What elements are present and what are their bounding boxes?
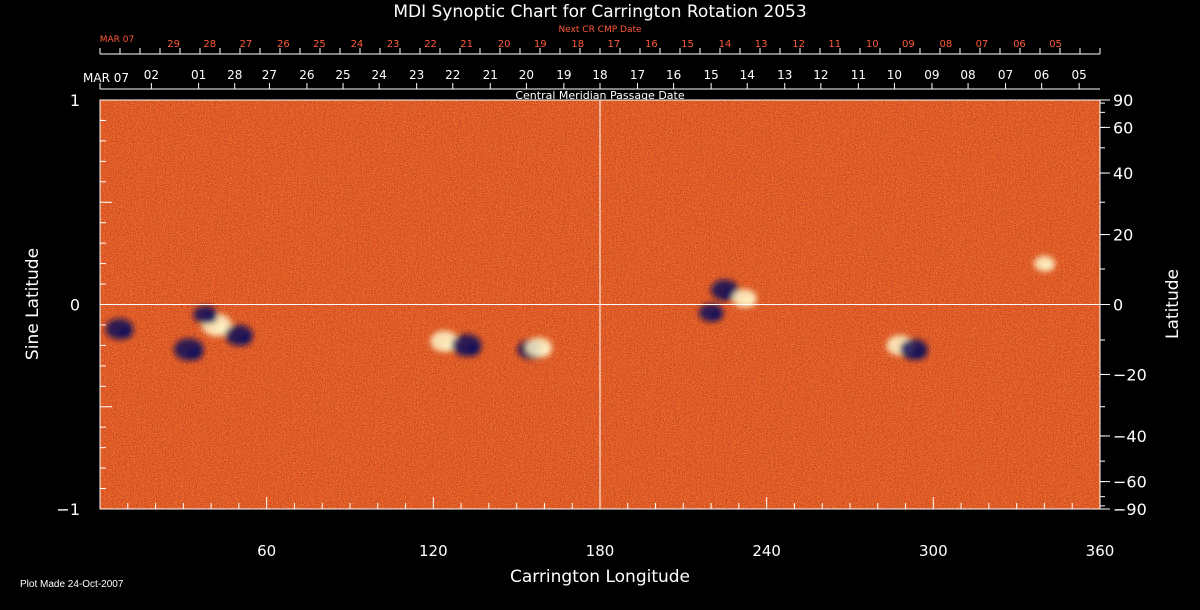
cmp-date-label: 13 — [777, 68, 792, 82]
cmp-date-label: 07 — [998, 68, 1013, 82]
active-region-fragment — [1043, 262, 1054, 271]
cmp-date-label: MAR 07 — [83, 71, 129, 85]
next-cmp-date-label: 19 — [534, 39, 547, 50]
y-tick-label-left: 1 — [70, 91, 80, 110]
y-axis-label-left: Sine Latitude — [23, 248, 43, 360]
active-region-fragment — [465, 343, 481, 356]
cmp-date-label: 15 — [703, 68, 718, 82]
active-region-fragment — [743, 297, 756, 307]
active-region-fragment — [237, 333, 252, 346]
y-tick-label-right: 0 — [1113, 296, 1123, 315]
cmp-date-label: 21 — [483, 68, 498, 82]
y-tick-label-right: −60 — [1113, 473, 1147, 492]
next-cmp-date-label: 09 — [902, 39, 915, 50]
cmp-date-label: 16 — [666, 68, 681, 82]
chart-title: MDI Synoptic Chart for Carrington Rotati… — [393, 2, 806, 22]
x-tick-label: 120 — [419, 542, 448, 560]
active-regions — [105, 255, 1055, 361]
cmp-date-label: 06 — [1034, 68, 1049, 82]
cmp-date-label: 11 — [851, 68, 866, 82]
next-cmp-date-label: 06 — [1013, 39, 1026, 50]
cmp-date-label: 26 — [299, 68, 314, 82]
cmp-date-label: 08 — [960, 68, 975, 82]
next-cmp-date-label: 18 — [571, 39, 584, 50]
active-region-fragment — [709, 311, 723, 322]
cmp-date-label: 20 — [519, 68, 534, 82]
next-cmp-date-label: 15 — [681, 39, 694, 50]
x-tick-label: 60 — [257, 542, 276, 560]
y-tick-label-right: −40 — [1113, 427, 1147, 446]
next-cmp-date-label: 13 — [755, 39, 768, 50]
y-tick-label-right: 40 — [1113, 164, 1133, 183]
cmp-date-label: 27 — [262, 68, 277, 82]
next-cmp-date-label: 11 — [828, 39, 841, 50]
y-tick-label-right: 60 — [1113, 118, 1133, 137]
next-cmp-axis-label: Next CR CMP Date — [558, 25, 642, 35]
next-cmp-date-label: 29 — [167, 39, 180, 50]
active-region-fragment — [537, 346, 551, 357]
cmp-date-label: 18 — [592, 68, 607, 82]
cmp-date-label: 24 — [372, 68, 387, 82]
cmp-date-label: 01 — [191, 68, 206, 82]
cmp-date-label: 05 — [1072, 68, 1087, 82]
x-tick-label: 360 — [1086, 542, 1115, 560]
cmp-date-label: 19 — [556, 68, 571, 82]
next-cmp-date-label: 21 — [460, 39, 473, 50]
cmp-date-label: 10 — [887, 68, 902, 82]
next-cmp-date-label: 20 — [498, 39, 511, 50]
next-cmp-date-label: 05 — [1049, 39, 1062, 50]
next-cmp-date-label: 16 — [645, 39, 658, 50]
axes: 60 120 180 240 300 36010−1906040200−20−40−60−… — [56, 35, 1146, 560]
next-cmp-date-label: 27 — [239, 39, 252, 50]
cmp-date-label: 14 — [740, 68, 755, 82]
cmp-date-label: 22 — [445, 68, 460, 82]
cmp-date-label: 28 — [227, 68, 242, 82]
cmp-date-label: 02 — [144, 68, 159, 82]
next-cmp-date-label: 23 — [387, 39, 400, 50]
y-tick-label-right: 90 — [1113, 91, 1133, 110]
next-cmp-date-label: 10 — [866, 39, 879, 50]
active-region-fragment — [912, 348, 927, 360]
active-region-fragment — [118, 327, 133, 339]
x-tick-label: 300 — [919, 542, 948, 560]
active-region-fragment — [204, 313, 217, 324]
active-region-fragment — [187, 347, 203, 360]
y-tick-label-left: 0 — [70, 296, 80, 315]
next-cmp-date-label: 22 — [424, 39, 437, 50]
next-cmp-date-label: 24 — [351, 39, 364, 50]
next-cmp-date-label: 08 — [939, 39, 952, 50]
cmp-date-label: 12 — [813, 68, 828, 82]
y-axis-label-right: Latitude — [1163, 269, 1183, 339]
next-cmp-date-label: 14 — [719, 39, 732, 50]
next-cmp-date-label: 12 — [792, 39, 805, 50]
cmp-date-label: 17 — [630, 68, 645, 82]
y-tick-label-left: −1 — [56, 500, 80, 519]
y-tick-label-right: −20 — [1113, 365, 1147, 384]
next-cmp-date-label: 07 — [976, 39, 989, 50]
next-cmp-date-label: 25 — [313, 39, 326, 50]
y-tick-label-right: −90 — [1113, 500, 1147, 519]
x-tick-label: 240 — [752, 542, 781, 560]
y-tick-label-right: 20 — [1113, 226, 1133, 245]
next-cmp-date-label: 26 — [277, 39, 290, 50]
x-axis-label: Carrington Longitude — [510, 567, 690, 587]
cmp-date-label: 23 — [409, 68, 424, 82]
next-cmp-date-label: 17 — [608, 39, 621, 50]
cmp-date-label: 09 — [924, 68, 939, 82]
cmp-date-label: 25 — [335, 68, 350, 82]
cmp-axis-label: Central Meridian Passage Date — [515, 89, 684, 102]
next-cmp-date-label: MAR 07 — [100, 35, 135, 45]
x-tick-label: 180 — [586, 542, 615, 560]
next-cmp-date-label: 28 — [203, 39, 216, 50]
plot-made-footer: Plot Made 24-Oct-2007 — [20, 579, 124, 590]
